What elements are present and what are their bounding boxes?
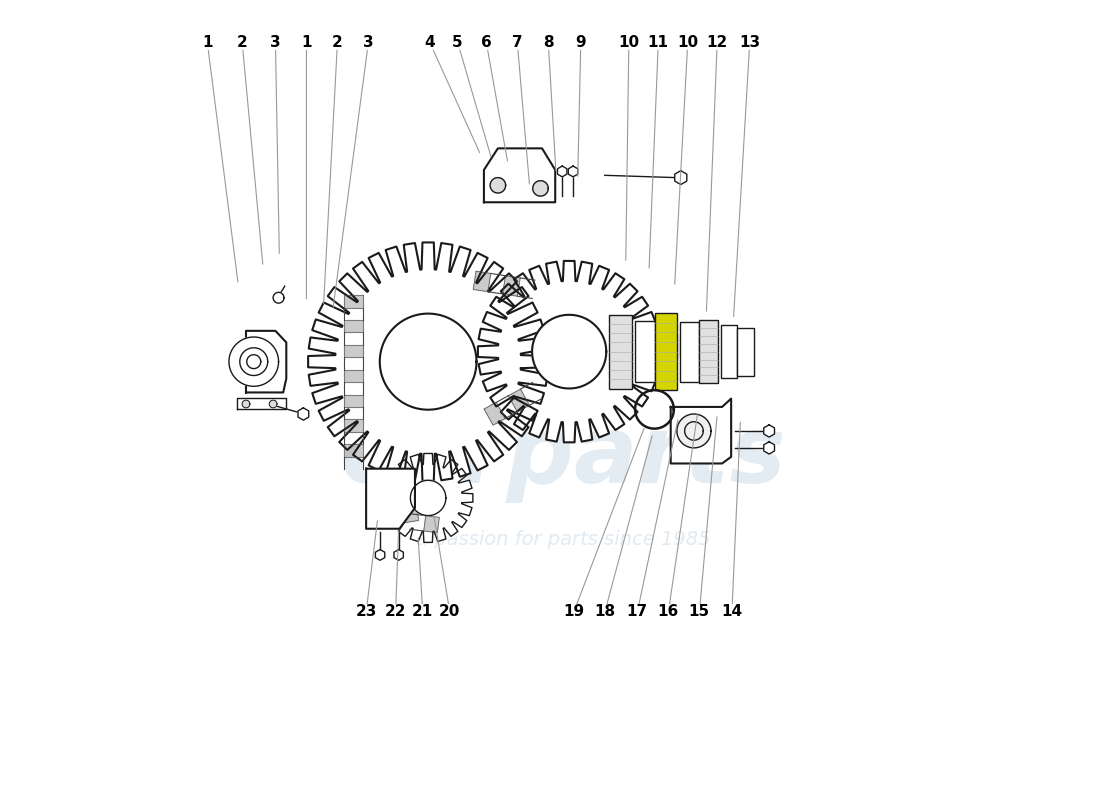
Polygon shape (366, 469, 415, 529)
Polygon shape (684, 422, 703, 440)
Bar (635, 321, 656, 382)
Bar (722, 326, 737, 378)
Text: 13: 13 (739, 34, 760, 50)
Polygon shape (298, 408, 309, 420)
Bar (608, 314, 631, 389)
Polygon shape (532, 181, 548, 196)
Polygon shape (763, 425, 774, 437)
Text: 2: 2 (236, 34, 248, 50)
Polygon shape (270, 400, 277, 408)
Text: 3: 3 (271, 34, 281, 50)
Text: 2: 2 (332, 34, 343, 50)
Polygon shape (671, 398, 732, 463)
Text: 17: 17 (627, 605, 648, 619)
Polygon shape (676, 414, 711, 448)
Polygon shape (240, 348, 267, 375)
Text: 4: 4 (425, 34, 435, 50)
Polygon shape (484, 402, 505, 425)
Polygon shape (344, 370, 363, 382)
Text: 6: 6 (481, 34, 492, 50)
Polygon shape (375, 550, 385, 560)
Bar (680, 322, 698, 382)
Polygon shape (344, 419, 363, 432)
Polygon shape (394, 550, 404, 560)
Polygon shape (273, 292, 284, 303)
Text: 7: 7 (512, 34, 522, 50)
Polygon shape (397, 480, 415, 496)
Text: 5: 5 (452, 34, 463, 50)
Polygon shape (674, 170, 686, 185)
Polygon shape (344, 345, 363, 358)
Polygon shape (246, 354, 261, 369)
Text: 20: 20 (439, 605, 461, 619)
Text: 23: 23 (355, 605, 377, 619)
Text: 3: 3 (363, 34, 374, 50)
Bar (737, 328, 754, 375)
Polygon shape (424, 516, 439, 533)
Polygon shape (344, 295, 363, 307)
Polygon shape (473, 271, 491, 292)
Polygon shape (484, 148, 556, 202)
Text: 14: 14 (722, 605, 742, 619)
Polygon shape (308, 242, 548, 481)
Polygon shape (402, 507, 419, 523)
Polygon shape (344, 444, 363, 457)
Polygon shape (236, 398, 286, 410)
Bar (698, 320, 718, 383)
Text: 1: 1 (202, 34, 212, 50)
Polygon shape (246, 331, 286, 393)
Text: 10: 10 (678, 34, 698, 50)
Polygon shape (410, 480, 446, 515)
Text: a passion for parts since 1985: a passion for parts since 1985 (417, 530, 711, 549)
Text: 18: 18 (594, 605, 615, 619)
Polygon shape (532, 315, 606, 389)
Text: 21: 21 (412, 605, 433, 619)
Polygon shape (379, 314, 476, 410)
Text: 8: 8 (543, 34, 553, 50)
Text: euro
carparts: euro carparts (341, 305, 786, 503)
Polygon shape (569, 166, 578, 177)
Text: 16: 16 (658, 605, 679, 619)
Polygon shape (491, 178, 506, 193)
Polygon shape (477, 261, 660, 442)
Bar (656, 313, 676, 390)
Text: 1: 1 (301, 34, 311, 50)
Polygon shape (229, 337, 278, 386)
Text: 10: 10 (618, 34, 639, 50)
Text: 22: 22 (385, 605, 406, 619)
Polygon shape (344, 320, 363, 333)
Polygon shape (503, 276, 520, 296)
Text: 11: 11 (648, 34, 669, 50)
Polygon shape (763, 442, 774, 454)
Text: 15: 15 (689, 605, 710, 619)
Text: 12: 12 (706, 34, 728, 50)
Polygon shape (242, 400, 250, 408)
Text: 9: 9 (575, 34, 586, 50)
Polygon shape (344, 394, 363, 407)
Polygon shape (384, 454, 473, 542)
Polygon shape (558, 166, 566, 177)
Text: 19: 19 (563, 605, 584, 619)
Polygon shape (508, 389, 529, 412)
